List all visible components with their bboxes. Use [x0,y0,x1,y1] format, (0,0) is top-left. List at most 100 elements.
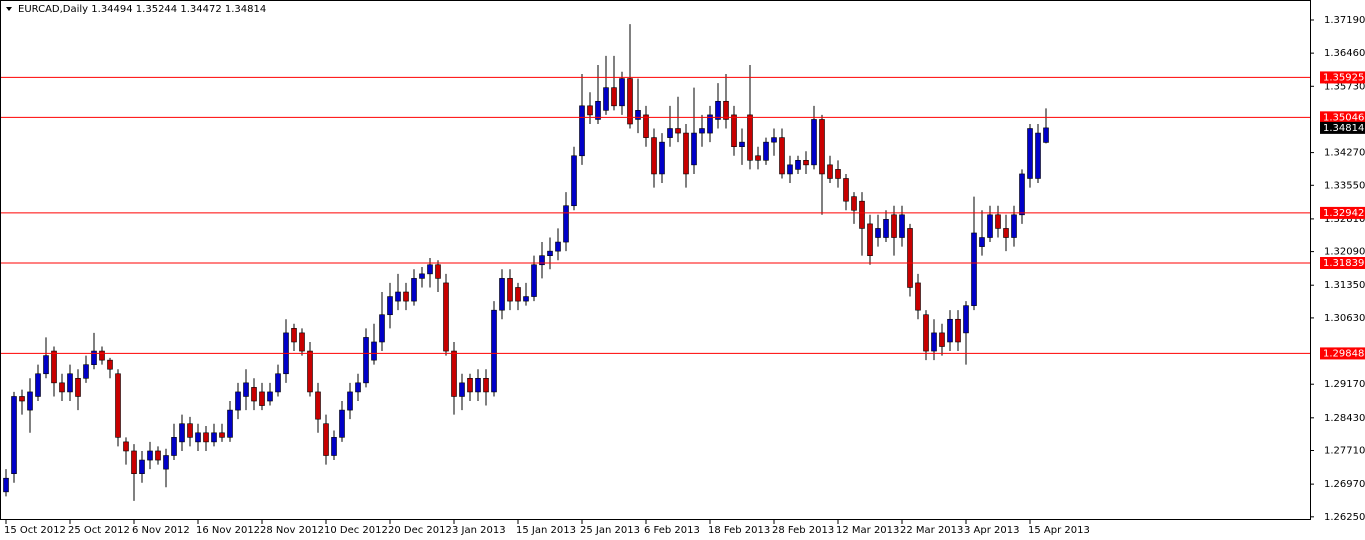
candle-body [27,391,33,411]
y-tick-label: 1.32810 [1324,214,1365,225]
level-label-bg [1320,71,1365,84]
candle-body [251,387,257,402]
candle-body [339,409,345,438]
candle-body [131,450,137,474]
candle-body [563,205,569,243]
x-tick-label: 3 Apr 2013 [964,525,1019,536]
candle-body [235,391,241,411]
candle-body [59,382,65,393]
x-tick-label: 15 Oct 2012 [4,525,66,536]
candle-body [659,141,665,175]
candle-body [371,341,377,361]
level-label-bg [1320,111,1365,124]
candle-body [651,137,657,175]
candle-body [547,250,553,256]
candle-body [323,423,329,456]
candle-body [811,119,817,166]
candle-body [91,350,97,365]
candle-body [291,328,297,343]
y-tick-label: 1.37190 [1324,15,1365,26]
chart-title: EURCAD,Daily 1.34494 1.35244 1.34472 1.3… [18,4,266,15]
candle-body [123,441,129,452]
last-price-bg [1320,121,1365,134]
candle-body [683,132,689,175]
y-tick-label: 1.26970 [1324,479,1365,490]
x-tick-label: 25 Oct 2012 [68,525,130,536]
candle-body [923,314,929,352]
y-tick-label: 1.34270 [1324,148,1365,159]
candle-body [139,459,145,474]
y-tick-label: 1.27710 [1324,446,1365,457]
x-tick-label: 3 Jan 2013 [452,525,506,536]
candle-body [1043,127,1049,143]
candle-body [739,141,745,147]
y-tick-label: 1.32090 [1324,247,1365,258]
candle-body [963,305,969,334]
y-tick-label: 1.29170 [1324,379,1365,390]
candle-body [211,432,217,443]
candle-body [315,391,321,420]
level-label: 1.32942 [1323,208,1364,219]
candle-body [763,141,769,161]
candle-body [227,409,233,438]
x-tick-label: 15 Apr 2013 [1028,525,1090,536]
candle-body [411,278,417,302]
candle-body [947,318,953,343]
y-tick-label: 1.35730 [1324,81,1365,92]
candle-body [627,78,633,125]
candle-body [147,450,153,461]
level-label-bg [1320,347,1365,360]
candle-body [155,450,161,461]
candle-body [43,355,49,375]
candle-body [1035,132,1041,179]
y-tick-label: 1.30630 [1324,313,1365,324]
y-tick-label: 1.31350 [1324,280,1365,291]
candle-body [779,137,785,175]
x-tick-label: 10 Dec 2012 [324,525,388,536]
x-tick-label: 15 Jan 2013 [516,525,576,536]
candle-body [755,155,761,161]
candle-body [203,432,209,443]
y-tick-label: 1.33550 [1324,180,1365,191]
candle-body [75,378,81,397]
candle-body [243,382,249,397]
candle-body [275,373,281,393]
menu-arrow [6,7,12,11]
candle-body [99,350,105,361]
candle-body [19,396,25,402]
level-label: 1.31839 [1323,258,1364,269]
candle-body [875,228,881,238]
candle-body [1003,228,1009,238]
x-tick-label: 25 Jan 2013 [580,525,640,536]
candle-body [635,110,641,120]
candle-body [195,432,201,443]
candle-body [595,100,601,120]
candle-body [523,296,529,302]
x-tick-label: 28 Nov 2012 [260,525,324,536]
x-tick-label: 16 Nov 2012 [196,525,260,536]
candle-body [1019,173,1025,216]
candle-body [11,396,17,474]
y-tick-label: 1.26250 [1324,512,1365,523]
candle-body [115,373,121,438]
candle-body [771,137,777,143]
candle-body [491,309,497,393]
candle-body [619,78,625,107]
candle-body [507,278,513,302]
x-tick-label: 6 Nov 2012 [132,525,190,536]
candle-body [3,477,9,493]
candle-body [843,178,849,202]
x-tick-label: 6 Feb 2013 [644,525,700,536]
candle-body [891,214,897,238]
candle-body [915,282,921,311]
candle-body [419,273,425,279]
y-tick-label: 1.28430 [1324,413,1365,424]
candle-body [987,214,993,238]
candle-body [667,128,673,138]
candle-body [747,114,753,161]
candle-body [715,100,721,120]
candle-body [107,359,113,370]
candle-body [835,169,841,179]
candle-body [427,264,433,275]
candle-body [539,255,545,266]
